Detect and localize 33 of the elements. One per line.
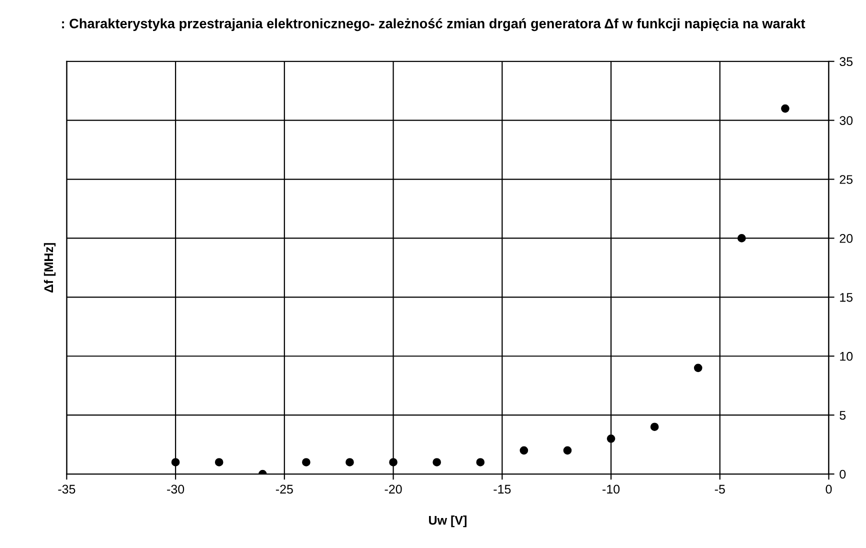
x-tick-label: -20 xyxy=(384,484,402,494)
y-axis-title: Δf [MHz] xyxy=(44,243,56,293)
y-tick-label: 0 xyxy=(840,470,846,479)
y-tick-label: 30 xyxy=(840,116,853,125)
point xyxy=(171,458,180,466)
x-axis-title: Uw [V] xyxy=(429,516,466,528)
y-tick-label: 10 xyxy=(840,352,853,361)
point xyxy=(389,458,398,466)
chart-title: : Charakterystyka przestrajania elektronicznego- zależność zmian drgań generatora Δf w funkcji napięcia na warakt xyxy=(62,18,806,32)
y-tick-label: 25 xyxy=(840,175,853,184)
point xyxy=(214,458,224,466)
y-tick-label: 15 xyxy=(840,293,853,302)
x-tick-label: 0 xyxy=(826,484,832,494)
point xyxy=(476,458,485,466)
x-tick-label: -30 xyxy=(167,484,184,494)
point xyxy=(302,458,310,466)
x-tick-label: -5 xyxy=(714,484,725,494)
x-tick-label: -10 xyxy=(602,484,620,494)
point xyxy=(781,104,790,113)
point xyxy=(346,458,354,466)
y-tick-label: 35 xyxy=(840,57,853,66)
point xyxy=(650,422,659,432)
y-tick-label: 5 xyxy=(840,411,846,420)
point xyxy=(738,234,746,242)
y-tick-label: 20 xyxy=(840,234,853,243)
point xyxy=(432,458,441,466)
x-tick-label: -35 xyxy=(58,484,76,494)
point xyxy=(694,364,702,372)
point xyxy=(606,434,616,443)
point xyxy=(563,446,572,455)
x-tick-label: -25 xyxy=(276,484,293,494)
point xyxy=(520,446,528,455)
x-tick-label: -15 xyxy=(494,484,511,494)
